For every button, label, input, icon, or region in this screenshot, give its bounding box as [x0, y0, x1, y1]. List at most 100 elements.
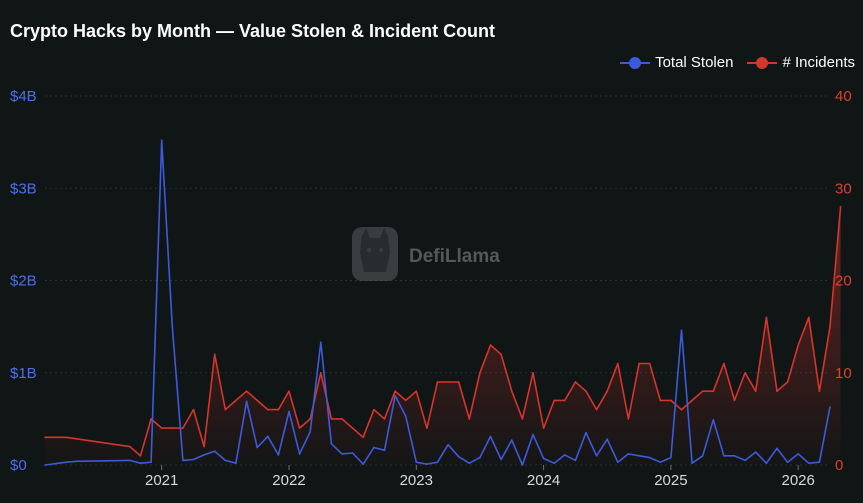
total-stolen-point: [521, 464, 524, 466]
incidents-point: [574, 381, 577, 383]
incidents-point: [638, 362, 640, 365]
incidents-point: [224, 408, 227, 411]
total-stolen-point: [213, 450, 216, 452]
incidents-point: [680, 408, 683, 411]
total-stolen-point: [648, 456, 651, 459]
incidents-point: [754, 390, 757, 393]
total-stolen-point: [765, 462, 768, 464]
total-stolen-point: [691, 462, 693, 464]
incidents-point: [235, 399, 237, 402]
incidents-point: [394, 390, 396, 393]
y-right-tick-label: 30: [835, 180, 852, 197]
incidents-point: [786, 381, 789, 383]
total-stolen-point: [638, 454, 640, 457]
total-stolen-point: [595, 454, 598, 457]
incidents-point: [807, 316, 810, 319]
incidents-point: [203, 445, 205, 448]
total-stolen-point: [373, 446, 375, 449]
total-stolen-point: [362, 463, 365, 465]
total-stolen-point: [330, 442, 333, 445]
incidents-point: [510, 390, 513, 393]
y-left-tick-label: $0: [10, 457, 27, 474]
incidents-point: [351, 427, 354, 429]
total-stolen-point: [404, 415, 407, 417]
total-stolen-point: [76, 460, 78, 463]
incidents-point: [129, 445, 131, 448]
total-stolen-point: [436, 461, 439, 464]
total-stolen-point: [182, 459, 184, 462]
llama-logo-icon: [352, 227, 398, 281]
y-right-tick-label: 20: [835, 273, 852, 290]
incidents-point: [553, 399, 555, 402]
incidents-point: [404, 399, 407, 402]
watermark-text: DefiLlama: [409, 246, 500, 267]
incidents-point: [744, 371, 746, 374]
incidents-point: [563, 399, 566, 402]
incidents-point: [585, 390, 587, 393]
incidents-point: [648, 362, 651, 365]
legend-swatch-total-stolen: [620, 56, 651, 70]
incidents-area: [45, 206, 841, 465]
incidents-point: [797, 344, 799, 346]
y-left-tick-label: $4B: [10, 88, 37, 105]
total-stolen-point: [309, 430, 312, 433]
total-stolen-point: [65, 461, 68, 464]
incidents-point: [733, 399, 736, 402]
total-stolen-point: [351, 452, 354, 454]
total-stolen-point: [723, 454, 725, 457]
incidents-point: [542, 427, 545, 429]
x-tick-label: 2023: [400, 472, 433, 489]
incidents-point: [659, 399, 662, 402]
legend-item-total-stolen[interactable]: Total Stolen: [620, 54, 733, 71]
x-tick-label: 2024: [527, 472, 560, 489]
incidents-point: [362, 436, 365, 439]
incidents-point: [818, 390, 821, 393]
total-stolen-point: [479, 456, 481, 459]
incidents-point: [341, 418, 343, 420]
legend-item-incidents[interactable]: # Incidents: [747, 54, 855, 71]
incidents-point: [532, 371, 534, 374]
total-stolen-point: [807, 462, 810, 464]
incidents-point: [65, 436, 68, 439]
total-stolen-point: [224, 459, 227, 462]
total-stolen-point: [235, 462, 237, 464]
incidents-point: [595, 408, 598, 411]
incidents-point: [160, 427, 163, 429]
legend-label-incidents: # Incidents: [782, 54, 855, 71]
total-stolen-point: [150, 461, 152, 464]
incidents-point: [606, 390, 609, 393]
x-tick-label: 2022: [272, 472, 305, 489]
legend-label-total-stolen: Total Stolen: [655, 54, 734, 71]
total-stolen-point: [563, 454, 566, 456]
x-tick-label: 2026: [781, 472, 814, 489]
incidents-point: [500, 353, 502, 356]
total-stolen-point: [277, 454, 280, 456]
total-stolen-point: [670, 456, 672, 459]
total-stolen-point: [606, 438, 609, 440]
watermark: DefiLlama: [352, 227, 500, 281]
incidents-point: [150, 418, 152, 420]
total-stolen-point: [320, 341, 322, 344]
incidents-point: [723, 362, 725, 365]
total-stolen-point: [203, 454, 205, 456]
total-stolen-point: [659, 461, 662, 464]
total-stolen-point: [733, 454, 736, 457]
incidents-point: [701, 390, 704, 393]
incidents-point: [776, 390, 778, 393]
total-stolen-point: [129, 459, 131, 462]
y-right-tick-label: 10: [835, 365, 852, 382]
incidents-point: [171, 427, 174, 429]
total-stolen-line: [44, 139, 831, 466]
total-stolen-point: [553, 462, 555, 464]
total-stolen-point: [160, 139, 163, 142]
total-stolen-point: [171, 325, 174, 328]
x-tick-label: 2021: [145, 472, 178, 489]
incidents-point: [373, 408, 375, 411]
total-stolen-point: [415, 461, 418, 464]
legend: Total Stolen # Incidents: [620, 54, 855, 71]
incidents-point: [839, 205, 842, 208]
incidents-point: [617, 362, 619, 365]
total-stolen-point: [489, 435, 492, 438]
total-stolen-point: [341, 453, 343, 455]
incidents-point: [415, 390, 418, 393]
